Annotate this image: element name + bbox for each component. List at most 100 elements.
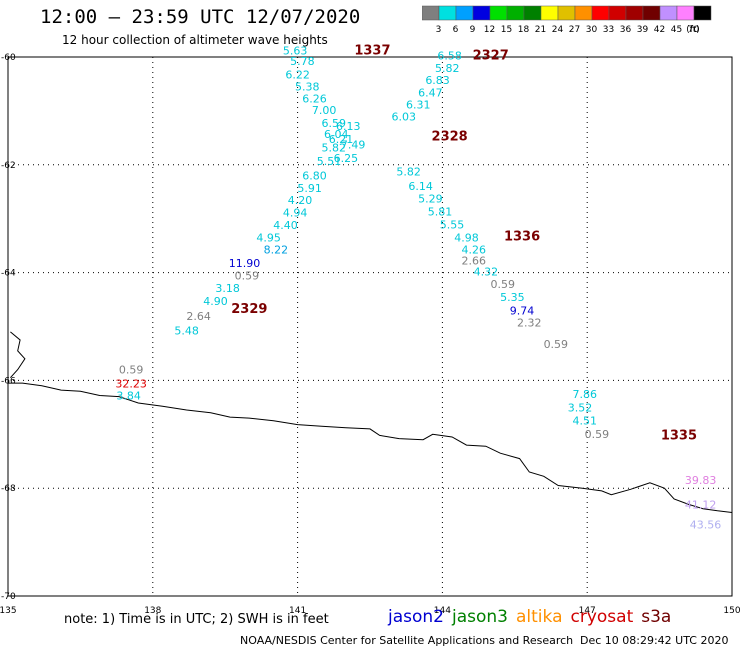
wave-height-value: 5.91 — [297, 182, 322, 195]
wave-height-value: 41.12 — [685, 499, 717, 512]
wave-height-value: 0.59 — [119, 363, 144, 376]
pass-number-label: 2328 — [432, 130, 468, 145]
wave-height-value: 4.20 — [288, 194, 313, 207]
legend-tick-label: 12 — [484, 25, 495, 35]
legend-tick-label: 30 — [586, 25, 598, 35]
satellite-legend: jason2 jason3 altika cryosat s3a — [388, 607, 679, 627]
wave-height-value: 2.64 — [186, 310, 211, 323]
wave-height-value: 4.32 — [474, 265, 499, 278]
legend-tick-label: 70 — [688, 25, 700, 35]
satellite-name-jason3: jason3 — [452, 607, 508, 627]
latitude-tick-label: -62 — [1, 161, 16, 171]
legend-tick-label: 24 — [552, 25, 564, 35]
wave-height-value: 3.84 — [116, 389, 141, 402]
wave-height-value: 4.95 — [256, 231, 281, 244]
satellite-name-s3a: s3a — [641, 607, 672, 627]
wave-height-value: 6.83 — [425, 74, 450, 87]
wave-height-value: 5.48 — [174, 325, 199, 338]
map-title: 12:00 – 23:59 UTC 12/07/2020 — [40, 6, 361, 28]
wave-height-value: 6.31 — [406, 99, 431, 112]
latitude-tick-label: -70 — [1, 592, 16, 602]
wave-height-value: 4.51 — [573, 415, 598, 428]
wave-height-value: 6.14 — [408, 180, 433, 193]
wave-height-value: 3.52 — [568, 402, 593, 415]
coastline-fragment — [10, 331, 26, 379]
wave-height-value: 8.22 — [264, 244, 289, 257]
latitude-tick-label: -66 — [1, 376, 16, 386]
latitude-tick-label: -60 — [1, 53, 16, 63]
longitude-tick-label: 144 — [434, 606, 451, 616]
map-frame — [7, 56, 733, 597]
wave-height-value: 32.23 — [115, 377, 147, 390]
wave-height-value: 4.90 — [203, 295, 228, 308]
satellite-name-cryosat: cryosat — [570, 607, 634, 627]
wave-height-value: 5.82 — [435, 62, 460, 75]
satellite-name-jason2: jason2 — [388, 607, 444, 627]
legend-tick-label: 33 — [603, 25, 614, 35]
wave-height-value: 39.83 — [685, 474, 717, 487]
legend-unit-label: (ft) — [686, 25, 700, 35]
wave-height-value: 5.82 — [396, 166, 421, 179]
footer-note: note: 1) Time is in UTC; 2) SWH is in fe… — [64, 612, 329, 627]
wave-height-value: 6.22 — [285, 69, 310, 82]
wave-height-value: 4.94 — [283, 207, 308, 220]
wave-height-value: 2.66 — [462, 255, 487, 268]
legend-tick-label: 27 — [569, 25, 580, 35]
latitude-tick-label: -64 — [1, 269, 16, 279]
legend-swatch — [693, 5, 712, 21]
wave-height-value: 6.26 — [302, 92, 327, 105]
wave-height-value: 6.59 — [322, 117, 347, 130]
longitude-tick-label: 150 — [723, 606, 740, 616]
legend-tick-label: 6 — [453, 25, 459, 35]
wave-height-value: 7.00 — [312, 104, 337, 117]
wave-height-value: 3.18 — [215, 282, 240, 295]
pass-number-label: 2327 — [473, 49, 509, 64]
legend-tick-label: 18 — [518, 25, 530, 35]
wave-height-value: 6.47 — [418, 86, 443, 99]
latitude-tick-label: -68 — [1, 484, 16, 494]
wave-height-value: 4.26 — [462, 244, 487, 257]
wave-height-value: 5.29 — [418, 193, 443, 206]
legend-tick-label: 39 — [637, 25, 649, 35]
wave-height-value: 5.82 — [322, 141, 347, 154]
pass-number-label: 1335 — [661, 429, 697, 444]
wave-height-value: 5.35 — [500, 291, 525, 304]
wave-height-value: 6.80 — [302, 169, 327, 182]
map-subtitle: 12 hour collection of altimeter wave hei… — [62, 33, 328, 47]
wave-height-value: 11.90 — [229, 257, 261, 270]
satellite-name-altika: altika — [516, 607, 563, 627]
wave-height-value: 0.59 — [490, 278, 515, 291]
wave-height-value: 5.55 — [440, 218, 465, 231]
legend-tick-label: 42 — [654, 25, 665, 35]
wave-height-value: 6.21 — [329, 133, 354, 146]
longitude-tick-label: 141 — [289, 606, 306, 616]
wave-height-value: 5.38 — [295, 80, 320, 93]
wave-height-value: 5.51 — [317, 155, 342, 168]
wave-height-value: 43.56 — [690, 519, 722, 532]
legend-tick-label: 21 — [535, 25, 546, 35]
wave-height-value: 5.63 — [283, 44, 308, 57]
longitude-tick-label: 138 — [144, 606, 161, 616]
legend-tick-label: 36 — [620, 25, 632, 35]
wave-height-value: 6.58 — [437, 50, 462, 63]
wave-height-value: 6.03 — [392, 111, 417, 124]
wave-height-value: 0.59 — [544, 338, 569, 351]
longitude-tick-label: 147 — [579, 606, 596, 616]
wave-height-value: 7.86 — [573, 388, 598, 401]
wave-height-value: 2.32 — [517, 317, 542, 330]
wave-height-value: 9.74 — [510, 305, 535, 318]
pass-number-label: 1336 — [504, 229, 540, 244]
wave-height-value: 4.98 — [454, 231, 479, 244]
wave-height-value: 6.25 — [334, 152, 359, 165]
pass-number-label: 1337 — [354, 43, 390, 58]
wave-height-color-legend: 3 6 9 12 15 18 21 24 27 30 33 36 39 42 45 70(ft) — [422, 5, 712, 35]
wave-height-value: 0.59 — [585, 428, 610, 441]
legend-tick-label: 3 — [436, 25, 442, 35]
wave-height-value: 4.40 — [273, 219, 298, 232]
legend-tick-label: 15 — [501, 25, 512, 35]
wave-height-value: 0.59 — [235, 270, 260, 283]
wave-height-value: 6.04 — [324, 128, 349, 141]
generation-timestamp: Dec 10 08:29:42 UTC 2020 — [580, 634, 729, 647]
wave-height-value: 5.81 — [428, 205, 453, 218]
